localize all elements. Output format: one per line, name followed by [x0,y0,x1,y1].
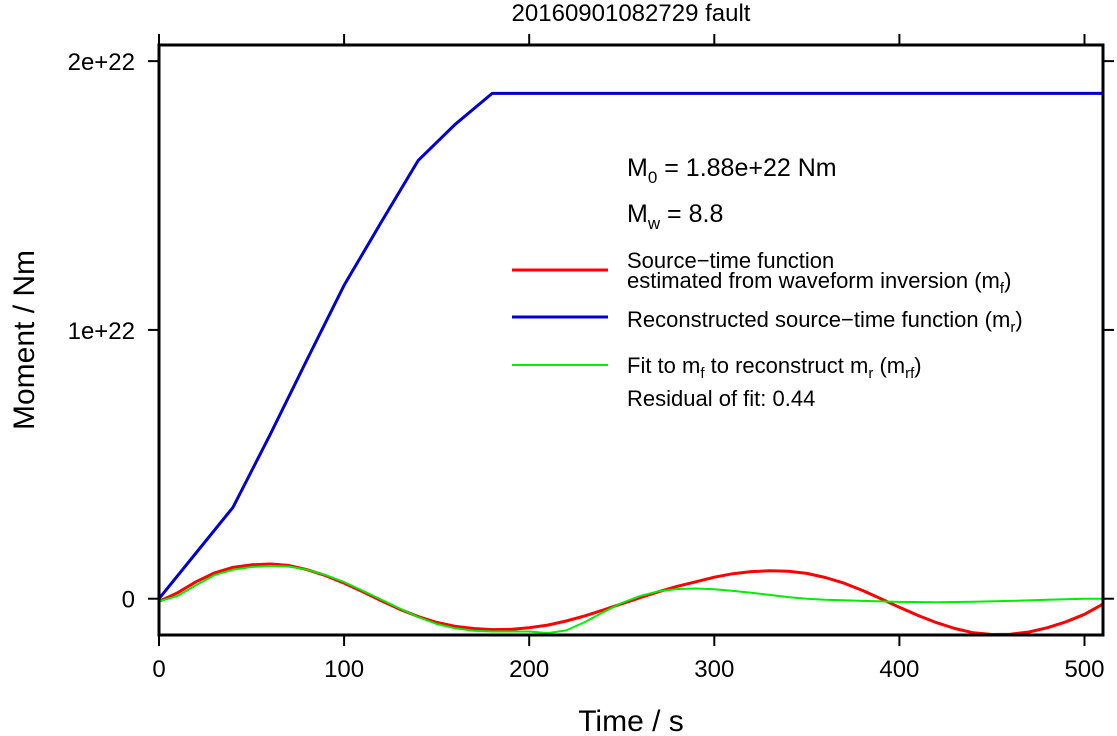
legend-fit-sub1: f [700,365,705,382]
annotations: M0 = 1.88e+22 Nm Mw = 8.8 [627,154,837,233]
x-tick-label: 0 [152,656,165,683]
annotation-m0: M0 = 1.88e+22 Nm [627,154,837,187]
x-tick-label: 400 [879,656,919,683]
y-tick-label: 0 [122,587,135,614]
legend-estimated-line2-sub: f [1000,280,1005,297]
legend-fit-seg3: (m [873,353,905,378]
series-reconstructed-line [157,91,1103,600]
legend-reconstructed-sub: r [1010,319,1015,336]
y-tick-label: 1e+22 [68,318,135,345]
legend-label-fit: Fit to mf to reconstruct mr (mrf) [627,353,922,382]
series-fit-line [158,564,1103,635]
legend-label-estimated-line1: Source−time function [627,248,834,273]
m0-sub: 0 [648,168,657,187]
x-tick-label: 200 [509,656,549,683]
legend-label-estimated-line2: estimated from waveform inversion (mf) [627,268,1011,297]
legend-reconstructed-close: ) [1015,307,1022,332]
x-tick-label: 500 [1064,656,1104,683]
mw-base: M [627,200,648,228]
axes-layer: 0 100 200 300 400 500 0 1e+22 2e+22 [68,34,1114,683]
chart-title: 20160901082729 fault [512,0,751,27]
x-tick-label: 100 [324,656,364,683]
legend-fit-seg1: Fit to m [627,353,700,378]
y-tick-label: 2e+22 [68,49,135,76]
mw-rest: = 8.8 [660,200,723,228]
m0-base: M [627,154,648,182]
legend-label-reconstructed: Reconstructed source−time function (mr) [627,307,1023,336]
legend-fit-sub3: rf [905,365,915,382]
annotation-mw: Mw = 8.8 [627,200,723,233]
plot-frame [157,43,1105,637]
x-axis-title: Time / s [578,705,684,736]
legend-fit-sub2: r [868,365,873,382]
series-layer [157,91,1104,636]
legend-estimated-line2-text: estimated from waveform inversion (m [627,268,1000,293]
legend-estimated-line2-close: ) [1004,268,1011,293]
legend: Source−time function estimated from wave… [512,248,1023,411]
y-axis-title: Moment / Nm [8,250,41,430]
legend-fit-seg2: to reconstruct m [705,353,869,378]
annotation-residual: Residual of fit: 0.44 [627,386,815,411]
legend-reconstructed-text: Reconstructed source−time function (m [627,307,1010,332]
legend-fit-seg4: ) [914,353,921,378]
m0-rest: = 1.88e+22 Nm [657,154,836,182]
mw-sub: w [647,214,661,233]
x-tick-label: 300 [694,656,734,683]
